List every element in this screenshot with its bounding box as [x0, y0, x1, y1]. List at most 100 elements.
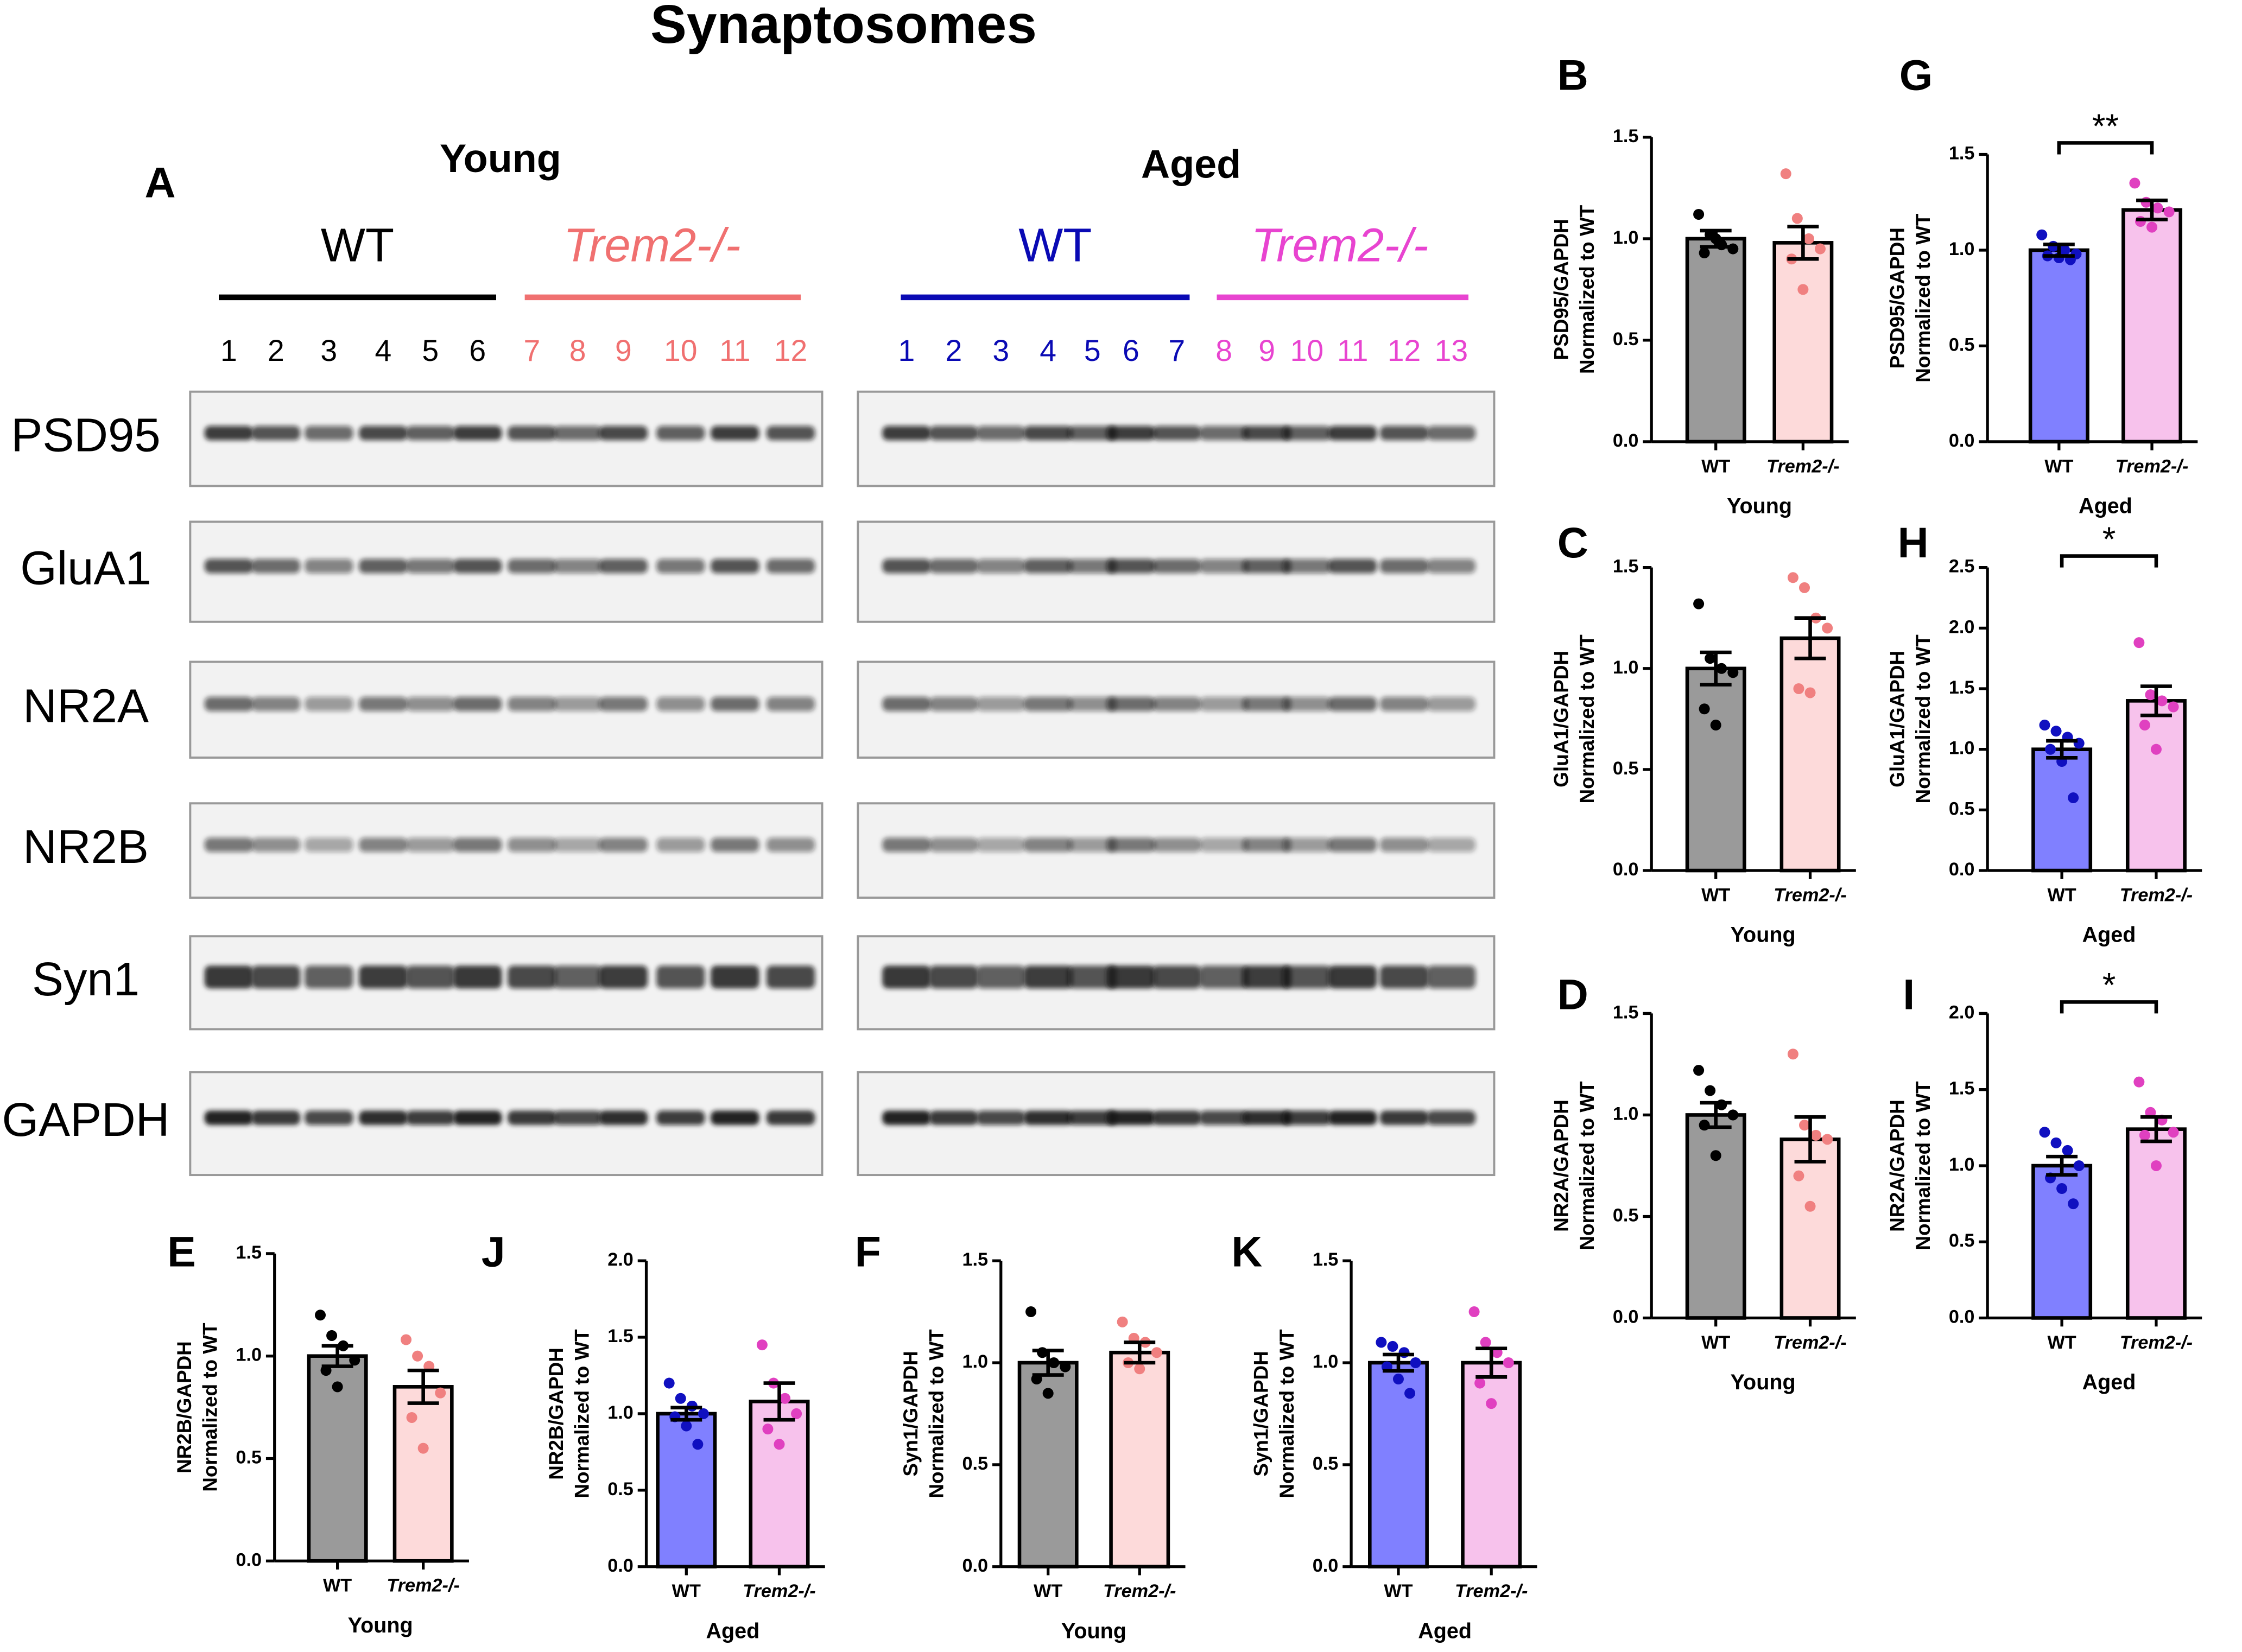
blot-band: [1152, 965, 1201, 989]
blot-band: [1199, 558, 1249, 574]
blot-band: [1379, 425, 1429, 441]
data-point: [1387, 1340, 1398, 1352]
blot-band: [251, 1110, 301, 1125]
y-tick-label: 0.0: [962, 1555, 988, 1576]
data-point: [2168, 701, 2179, 713]
blot-band: [1068, 697, 1117, 711]
error-bar: [2140, 1115, 2172, 1143]
blot-band: [305, 965, 353, 989]
y-axis-label: NR2A/GAPDH: [1886, 1100, 1909, 1232]
data-point: [2146, 221, 2158, 233]
y-axis-label: Normalized to WT: [1912, 1081, 1934, 1250]
genotype-label: WT: [1018, 219, 1092, 271]
error-bar: [1700, 228, 1732, 249]
data-point: [698, 1408, 709, 1419]
data-point: [1693, 208, 1705, 220]
blot-band: [406, 965, 455, 989]
blot-band: [599, 697, 648, 711]
blot-band: [929, 697, 978, 711]
x-axis-label: Young: [1727, 494, 1792, 518]
y-tick-label: 1.5: [962, 1249, 988, 1270]
blot-band: [359, 558, 408, 574]
blot-band: [1242, 1110, 1291, 1125]
y-axis-label: Normalized to WT: [1912, 213, 1934, 383]
blot-band: [204, 558, 254, 574]
lane-number: 12: [1388, 334, 1421, 367]
x-tick-label: Trem2-/-: [2120, 1332, 2193, 1353]
y-tick-label: 1.0: [962, 1351, 988, 1372]
blot-band: [976, 697, 1025, 711]
protein-label: Syn1: [32, 953, 140, 1006]
blot-band: [711, 1110, 759, 1125]
blot-band: [976, 425, 1025, 441]
blot-band: [553, 425, 602, 441]
data-point: [1810, 1129, 1822, 1141]
data-point: [1117, 1316, 1128, 1327]
blot-band: [1106, 965, 1156, 989]
y-tick-label: 0.5: [1613, 1205, 1639, 1225]
blot-band: [766, 425, 815, 441]
panel-letter: H: [1898, 518, 1929, 567]
lane-number: 7: [1168, 334, 1185, 367]
lane-number: 13: [1435, 334, 1468, 367]
x-tick-label: WT: [1701, 885, 1730, 906]
y-tick-label: 1.0: [1613, 1103, 1639, 1124]
x-tick-label: Trem2-/-: [2116, 456, 2188, 476]
blot-band: [656, 837, 705, 852]
y-axis-label: Syn1/GAPDH: [900, 1351, 922, 1476]
blot-band: [251, 697, 301, 711]
blot-band: [711, 558, 759, 574]
y-tick-label: 1.5: [1949, 1078, 1975, 1099]
data-point: [1134, 1363, 1145, 1375]
blot-band: [1282, 837, 1332, 852]
blot-band: [1068, 558, 1117, 574]
blot-band: [599, 558, 648, 574]
data-point: [2145, 689, 2156, 701]
y-tick-label: 0.5: [1613, 758, 1639, 779]
panel-letter: G: [1899, 51, 1933, 99]
blot-band: [599, 1110, 648, 1125]
data-point: [2036, 229, 2048, 240]
panel-letter: K: [1231, 1227, 1262, 1275]
x-tick-label: Trem2-/-: [1455, 1581, 1528, 1602]
lane-number: 4: [375, 334, 392, 367]
blot-band: [508, 965, 556, 989]
panel-letter: C: [1557, 518, 1588, 567]
data-point: [2048, 240, 2059, 252]
y-tick-label: 0.0: [1613, 430, 1639, 451]
data-point: [1480, 1337, 1491, 1348]
blot-band: [929, 965, 978, 989]
blot-band: [359, 425, 408, 441]
data-point: [756, 1339, 768, 1351]
blot-band: [1242, 697, 1291, 711]
y-tick-label: 1.0: [1613, 657, 1639, 678]
blot-band: [1328, 1110, 1377, 1125]
data-point: [1376, 1337, 1387, 1348]
data-point: [2050, 726, 2062, 737]
blot-band: [406, 697, 455, 711]
significance-bracket: [2060, 1000, 2158, 1014]
bar: [2125, 1127, 2187, 1320]
data-point: [791, 1408, 802, 1419]
blot-band: [1427, 697, 1476, 711]
blot-band: [1379, 558, 1429, 574]
data-point: [1699, 247, 1710, 259]
error-bar: [1124, 1340, 1156, 1365]
blot-band: [406, 558, 455, 574]
data-point: [2045, 744, 2056, 755]
data-point: [2039, 1127, 2050, 1138]
data-point: [1793, 683, 1804, 695]
data-point: [1503, 1357, 1514, 1368]
data-point: [1787, 572, 1798, 583]
blot-band: [599, 425, 648, 441]
significance-bracket: [2057, 141, 2154, 155]
protein-label: GluA1: [20, 542, 151, 595]
error-bar: [407, 1368, 439, 1405]
blot-band: [1282, 697, 1332, 711]
bar: [2031, 747, 2093, 873]
blot-band: [882, 965, 931, 989]
y-tick-label: 1.5: [1613, 1002, 1639, 1022]
lane-number: 9: [1258, 334, 1275, 367]
blot-band: [711, 425, 759, 441]
data-point: [675, 1393, 686, 1404]
